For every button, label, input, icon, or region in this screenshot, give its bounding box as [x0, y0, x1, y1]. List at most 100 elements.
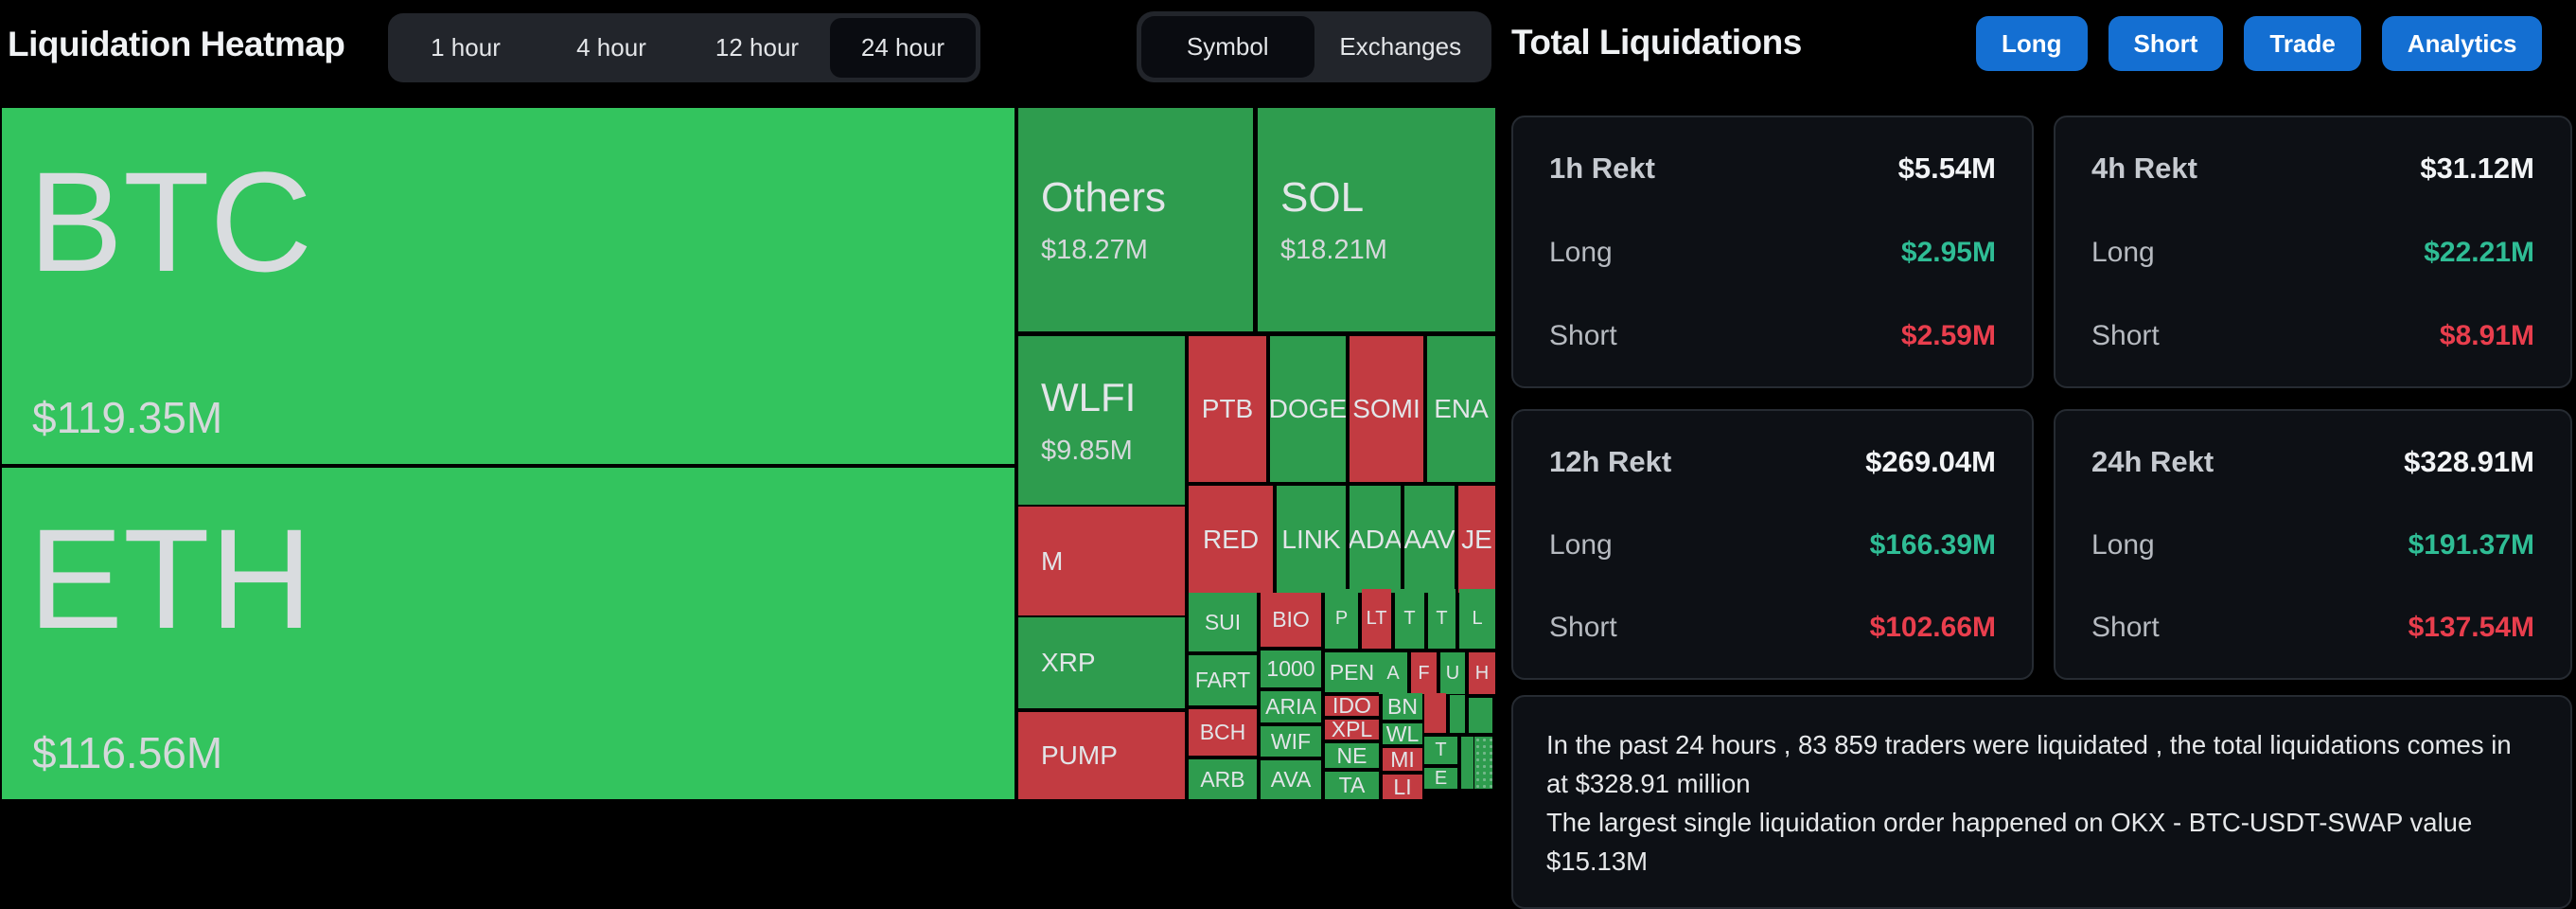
treemap-cell-wlfi[interactable]: WLFI $9.85M [1018, 336, 1185, 505]
card-header-row: 12h Rekt $269.04M [1549, 445, 1996, 479]
cell-symbol-label: P [1334, 608, 1349, 629]
treemap-cell-lt[interactable]: LT [1362, 589, 1391, 649]
cell-symbol-label: F [1418, 662, 1430, 684]
treemap-cell-ta[interactable]: TA [1325, 772, 1379, 799]
card-total-value: $269.04M [1865, 445, 1996, 478]
treemap-cell-wif[interactable]: WIF [1261, 726, 1321, 757]
summary-line-1: In the past 24 hours , 83 859 traders we… [1546, 730, 2512, 798]
treemap-cell-1000[interactable]: 1000 [1261, 651, 1321, 687]
short-label: Short [2091, 320, 2160, 351]
tab-12-hour[interactable]: 12 hour [715, 33, 800, 62]
treemap-cell-je[interactable]: JE [1458, 486, 1495, 593]
toggle-exchanges[interactable]: Exchanges [1339, 32, 1462, 61]
treemap-cell-blank[interactable] [1461, 737, 1473, 789]
treemap-cell-u[interactable]: U [1440, 652, 1465, 694]
treemap-cell-t[interactable]: T [1395, 589, 1424, 649]
cell-value-label: $116.56M [32, 728, 223, 777]
summary-line-2: The largest single liquidation order hap… [1546, 808, 2473, 876]
liquidation-summary-card: In the past 24 hours , 83 859 traders we… [1511, 695, 2572, 909]
treemap-cell-blank[interactable] [1424, 693, 1446, 733]
cell-symbol-label: T [1436, 608, 1448, 629]
treemap-cell-bn[interactable]: BN [1383, 693, 1422, 720]
cell-symbol-label: E [1434, 768, 1448, 789]
short-label: Short [2091, 612, 2160, 643]
cell-symbol-label: LI [1393, 775, 1412, 799]
treemap-cell-p[interactable]: P [1325, 589, 1358, 649]
treemap-cell-somi[interactable]: SOMI [1350, 336, 1423, 482]
treemap-cell-h[interactable]: H [1469, 652, 1495, 694]
card-long-row: Long $166.39M [1549, 529, 1996, 561]
cell-symbol-label: M [1041, 545, 1064, 576]
toggle-symbol[interactable]: Symbol [1141, 16, 1314, 78]
long-value: $191.37M [2408, 529, 2534, 561]
cell-symbol-label: WL [1385, 723, 1420, 744]
cell-symbol-label: LINK [1281, 524, 1341, 554]
treemap-cell-fart[interactable]: FART [1189, 655, 1257, 705]
cell-symbol-label: T [1435, 740, 1447, 760]
card-1h-rekt: 1h Rekt $5.54M Long $2.95M Short $2.59M [1511, 116, 2034, 388]
treemap-cell-a[interactable]: A [1379, 652, 1407, 694]
tab-4-hour[interactable]: 4 hour [576, 33, 646, 62]
treemap-cell-arb[interactable]: ARB [1189, 759, 1257, 799]
treemap-cell-pump[interactable]: PUMP [1018, 712, 1185, 799]
treemap-cell-link[interactable]: LINK [1277, 486, 1346, 593]
treemap-cell-blank[interactable] [1474, 737, 1492, 789]
tab-24-hour[interactable]: 24 hour [830, 18, 976, 78]
cell-value-label: $18.27M [1041, 234, 1148, 265]
treemap-cell-others[interactable]: Others $18.27M [1018, 108, 1253, 331]
trade-button[interactable]: Trade [2244, 16, 2361, 71]
treemap-cell-pen[interactable]: PEN [1325, 652, 1379, 692]
treemap-cell-m[interactable]: M [1018, 507, 1185, 615]
cell-symbol-label: ENA [1434, 394, 1489, 423]
view-toggle: Symbol Exchanges [1137, 11, 1491, 82]
card-total-value: $328.91M [2404, 445, 2534, 478]
treemap-cell-xrp[interactable]: XRP [1018, 617, 1185, 708]
cell-symbol-label: H [1474, 662, 1490, 684]
treemap-cell-wl[interactable]: WL [1383, 723, 1422, 744]
treemap-cell-xpl[interactable]: XPL [1325, 720, 1379, 740]
cell-symbol-label: TA [1338, 773, 1366, 797]
card-period-label: 24h Rekt [2091, 445, 2214, 478]
treemap-cell-mi[interactable]: MI [1383, 748, 1422, 771]
treemap-cell-eth[interactable]: ETH $116.56M [2, 468, 1015, 799]
card-short-row: Short $2.59M [1549, 320, 1996, 352]
treemap-cell-red[interactable]: RED [1189, 486, 1273, 593]
treemap-cell-aav[interactable]: AAV [1404, 486, 1455, 593]
treemap-cell-l[interactable]: L [1459, 589, 1495, 649]
treemap-cell-ava[interactable]: AVA [1261, 760, 1321, 799]
treemap-cell-ido[interactable]: IDO [1325, 696, 1379, 716]
cell-symbol-label: LT [1366, 608, 1387, 629]
treemap-cell-t[interactable]: T [1428, 589, 1456, 649]
analytics-button[interactable]: Analytics [2381, 16, 2543, 71]
long-button[interactable]: Long [1976, 16, 2088, 71]
treemap-cell-bch[interactable]: BCH [1189, 709, 1257, 756]
treemap-cell-e[interactable]: E [1424, 768, 1457, 789]
tab-1-hour[interactable]: 1 hour [431, 33, 501, 62]
long-label: Long [1549, 529, 1613, 561]
treemap-cell-sol[interactable]: SOL $18.21M [1258, 108, 1495, 331]
treemap-cell-bio[interactable]: BIO [1261, 593, 1321, 647]
treemap-cell-ptb[interactable]: PTB [1189, 336, 1266, 482]
treemap-cell-ne[interactable]: NE [1325, 743, 1379, 768]
treemap-cell-blank[interactable] [1469, 698, 1492, 733]
treemap-cell-t[interactable]: T [1424, 737, 1457, 764]
treemap-cell-ada[interactable]: ADA [1350, 486, 1401, 593]
treemap-cell-doge[interactable]: DOGE [1270, 336, 1346, 482]
cell-symbol-label: BIO [1272, 607, 1310, 632]
treemap-cell-sui[interactable]: SUI [1189, 593, 1257, 651]
treemap-cell-f[interactable]: F [1411, 652, 1437, 694]
cell-value-label: $119.35M [32, 393, 223, 442]
cell-symbol-label: IDO [1332, 696, 1371, 716]
treemap-cell-btc[interactable]: BTC $119.35M [2, 108, 1015, 464]
treemap-cell-blank[interactable] [1450, 695, 1465, 733]
long-label: Long [1549, 237, 1613, 268]
cell-symbol-label: U [1445, 662, 1460, 684]
treemap-cell-ena[interactable]: ENA [1427, 336, 1495, 482]
short-button[interactable]: Short [2108, 16, 2224, 71]
cell-symbol-label: DOGE [1270, 394, 1346, 423]
cell-symbol-label: WIF [1270, 728, 1312, 754]
treemap-cell-li[interactable]: LI [1383, 775, 1422, 799]
cell-symbol-label: WLFI [1041, 374, 1137, 419]
treemap-cell-aria[interactable]: ARIA [1261, 691, 1321, 722]
